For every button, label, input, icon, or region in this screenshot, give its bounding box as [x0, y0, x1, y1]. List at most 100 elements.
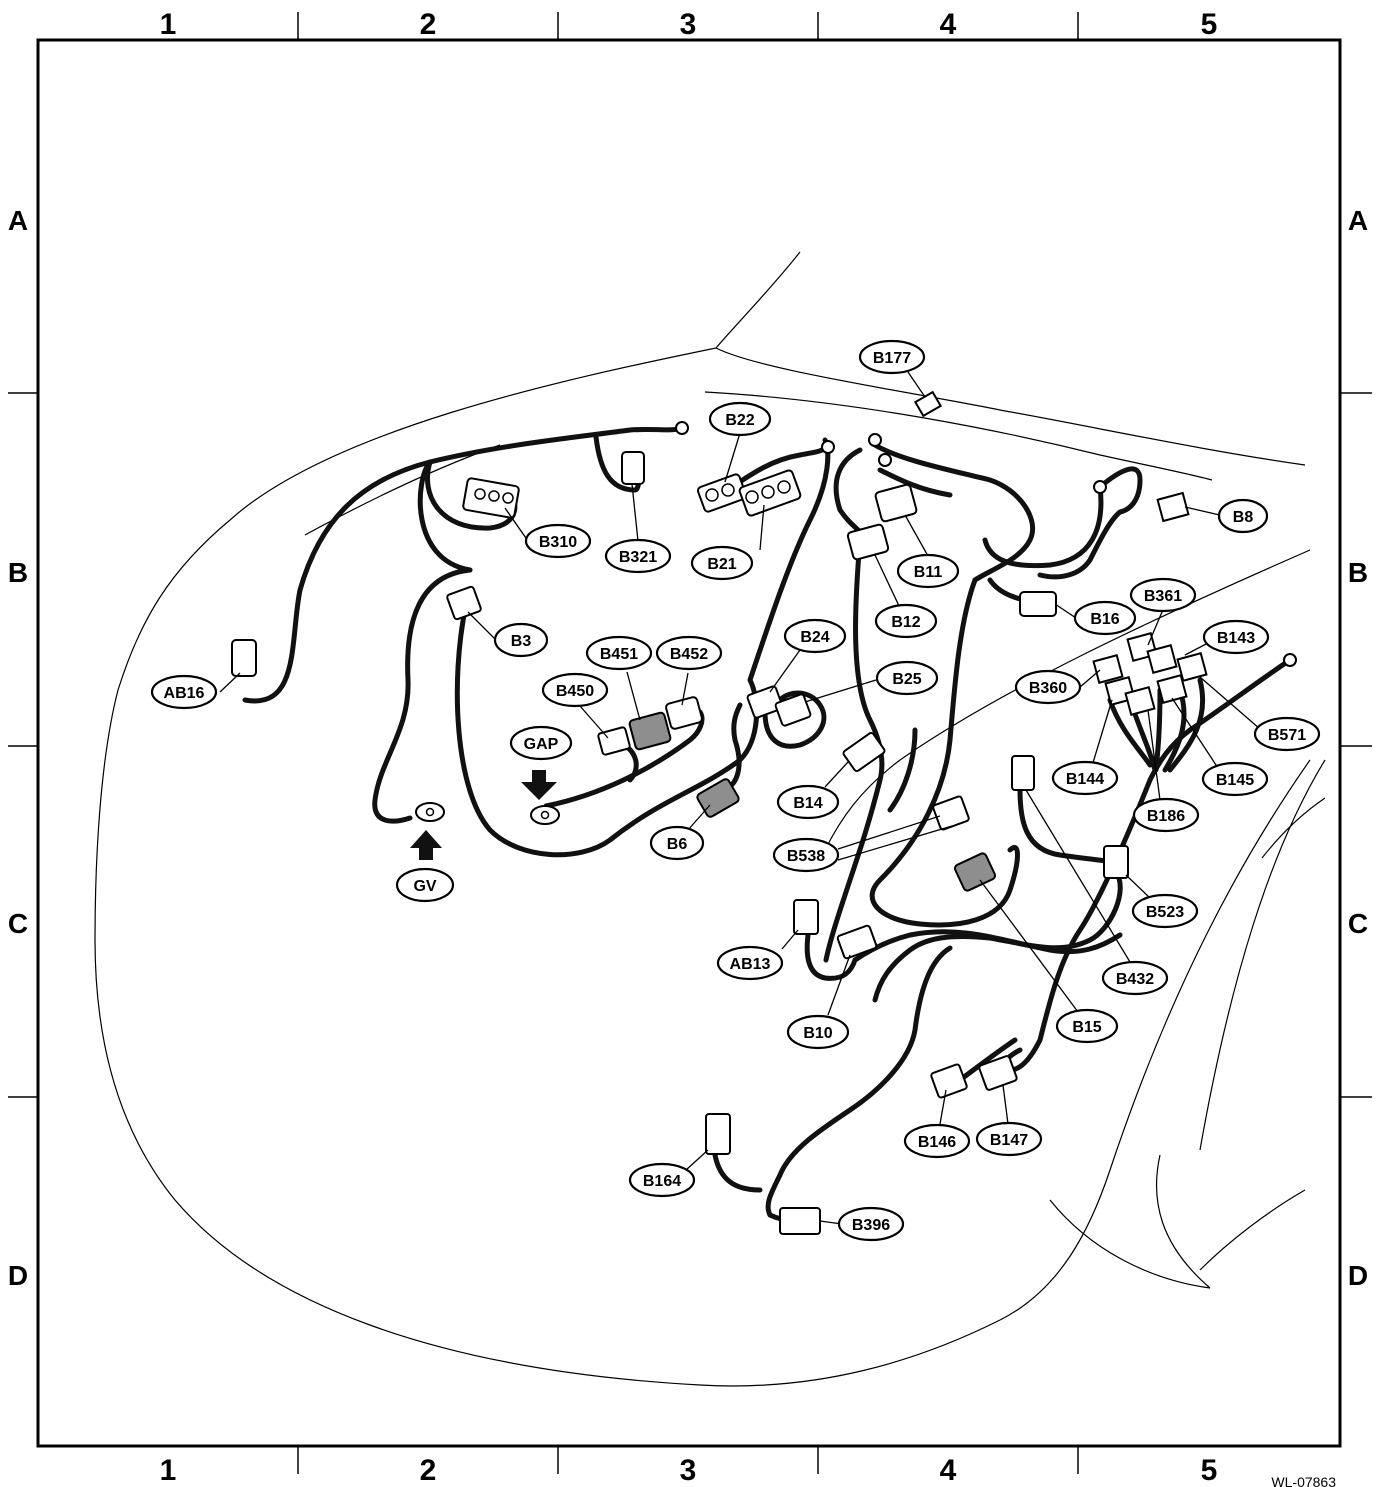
svg-text:B15: B15	[1072, 1019, 1101, 1036]
connector-body-b14	[842, 732, 886, 772]
connector-bodies	[231, 390, 1297, 1235]
callout-ab16[interactable]: AB16	[150, 674, 218, 710]
grid-column-labels-bottom: 1 2 3 4 5	[160, 1454, 1218, 1487]
callout-b8[interactable]: B8	[1217, 498, 1269, 534]
svg-text:B25: B25	[892, 671, 921, 688]
connector-body-b8	[1156, 491, 1190, 523]
callout-gap[interactable]: GAP	[509, 725, 573, 761]
connector-body-b396	[779, 1207, 821, 1235]
callout-ab13[interactable]: AB13	[716, 945, 784, 981]
grid-row-a-right: A	[1348, 205, 1368, 236]
callout-b147[interactable]: B147	[975, 1121, 1043, 1157]
callout-b538[interactable]: B538	[772, 837, 840, 873]
connector-body-ab16	[231, 639, 257, 677]
callout-b450[interactable]: B450	[541, 672, 609, 708]
svg-text:B3: B3	[511, 633, 532, 650]
grid-row-b-left: B	[8, 557, 28, 588]
svg-text:GAP: GAP	[524, 736, 559, 753]
callout-b12[interactable]: B12	[874, 603, 938, 639]
arrows	[410, 770, 557, 860]
callout-b146[interactable]: B146	[903, 1123, 971, 1159]
svg-text:B144: B144	[1066, 771, 1104, 788]
svg-text:AB13: AB13	[730, 956, 771, 973]
svg-text:B16: B16	[1090, 611, 1119, 628]
grid-row-d-left: D	[8, 1260, 28, 1291]
callout-b164[interactable]: B164	[628, 1162, 696, 1198]
svg-text:B523: B523	[1146, 904, 1184, 921]
callout-b177[interactable]: B177	[858, 339, 926, 375]
callout-b25[interactable]: B25	[875, 660, 939, 696]
svg-text:B24: B24	[800, 629, 829, 646]
harness-clips	[675, 421, 1297, 667]
callout-b186[interactable]: B186	[1132, 797, 1200, 833]
svg-text:B12: B12	[891, 614, 920, 631]
svg-text:B360: B360	[1029, 680, 1067, 697]
callout-b452[interactable]: B452	[655, 635, 723, 671]
svg-text:B21: B21	[707, 556, 736, 573]
connector-body-b451	[628, 711, 672, 751]
svg-text:B452: B452	[670, 646, 708, 663]
callouts: B177 B22 B21 B8 B310 B321 B11 B12 B16 AB…	[150, 339, 1321, 1242]
connector-body-b11	[874, 483, 918, 523]
callout-b310[interactable]: B310	[524, 523, 592, 559]
svg-text:B432: B432	[1116, 971, 1154, 988]
svg-text:B186: B186	[1147, 808, 1185, 825]
callout-b144[interactable]: B144	[1051, 760, 1119, 796]
grid-row-c-right: C	[1348, 908, 1368, 939]
callout-b145[interactable]: B145	[1201, 761, 1269, 797]
callout-b396[interactable]: B396	[837, 1206, 905, 1242]
callout-b321[interactable]: B321	[604, 538, 672, 574]
callout-b14[interactable]: B14	[776, 784, 840, 820]
svg-text:B177: B177	[873, 350, 911, 367]
callout-b11[interactable]: B11	[896, 553, 960, 589]
callout-b571[interactable]: B571	[1253, 716, 1321, 752]
grid-row-a-left: A	[8, 205, 28, 236]
callout-b451[interactable]: B451	[585, 635, 653, 671]
connector-body-b146	[930, 1063, 968, 1099]
svg-text:B22: B22	[725, 412, 754, 429]
connector-body-b452	[665, 696, 703, 730]
svg-text:B310: B310	[539, 534, 577, 551]
vehicle-body-outline	[94, 251, 1326, 1387]
svg-text:AB16: AB16	[164, 685, 205, 702]
arrow-up-icon	[410, 830, 442, 860]
connector-body-b360	[1092, 654, 1124, 684]
ground-terminal-gv	[415, 802, 445, 822]
svg-text:B147: B147	[990, 1132, 1028, 1149]
callout-b24[interactable]: B24	[783, 618, 847, 654]
callout-b10[interactable]: B10	[786, 1014, 850, 1050]
callout-b361[interactable]: B361	[1129, 577, 1197, 613]
callout-b143[interactable]: B143	[1202, 619, 1270, 655]
grid-col-3-top: 3	[680, 8, 697, 41]
callout-b22[interactable]: B22	[708, 401, 772, 437]
svg-text:B14: B14	[793, 795, 822, 812]
connector-body-b3	[446, 585, 482, 621]
callout-b3[interactable]: B3	[493, 622, 549, 658]
svg-text:B8: B8	[1233, 509, 1254, 526]
svg-text:GV: GV	[413, 878, 436, 895]
callout-b432[interactable]: B432	[1101, 960, 1169, 996]
connector-body-b145	[1156, 674, 1188, 704]
svg-text:B6: B6	[667, 836, 688, 853]
grid-col-2-bottom: 2	[420, 1454, 437, 1487]
connector-body-b321	[621, 451, 645, 485]
svg-text:B396: B396	[852, 1217, 890, 1234]
connector-body-b12	[846, 523, 890, 561]
grid-row-c-left: C	[8, 908, 28, 939]
connector-body-b15	[953, 852, 997, 892]
connector-body-b432	[1011, 755, 1035, 791]
callout-b16[interactable]: B16	[1073, 600, 1137, 636]
callout-b523[interactable]: B523	[1131, 893, 1199, 929]
callout-b21[interactable]: B21	[690, 545, 754, 581]
grid-col-1-top: 1	[160, 8, 177, 41]
svg-text:B538: B538	[787, 848, 825, 865]
callout-b360[interactable]: B360	[1014, 669, 1082, 705]
callout-b15[interactable]: B15	[1055, 1008, 1119, 1044]
svg-text:B164: B164	[643, 1173, 681, 1190]
grid-row-labels-right: A B C D	[1348, 205, 1368, 1291]
connector-body-b144	[1104, 676, 1156, 716]
connector-body-b450	[597, 726, 631, 756]
callout-b6[interactable]: B6	[649, 825, 705, 861]
callout-gv[interactable]: GV	[395, 867, 455, 903]
grid-col-5-bottom: 5	[1201, 1454, 1218, 1487]
